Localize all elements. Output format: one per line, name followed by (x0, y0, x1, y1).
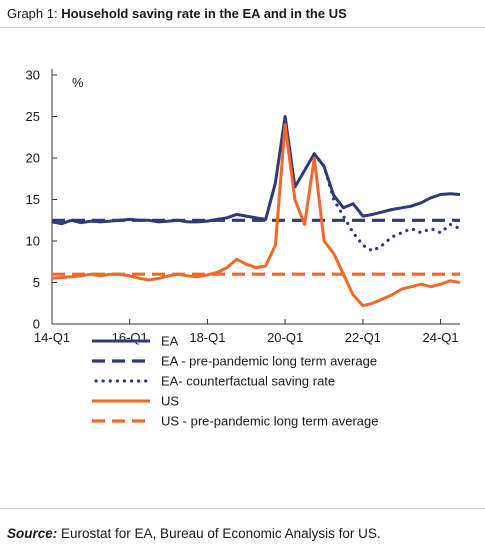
legend-label: US (161, 394, 179, 409)
source-label: Source: (7, 526, 58, 541)
chart-title-main: Household saving rate in the EA and in t… (61, 6, 347, 21)
x-tick-label: 18-Q1 (189, 330, 225, 345)
y-tick-label: 25 (26, 109, 40, 124)
source-text: Eurostat for EA, Bureau of Economic Anal… (57, 526, 381, 541)
x-tick-label: 14-Q1 (34, 330, 70, 345)
legend: EA EA - pre-pandemic long term average EA-… (92, 334, 379, 429)
series-line-ea-counterfactual-saving-rate (312, 152, 462, 253)
x-tick-label: 22-Q1 (345, 330, 381, 345)
x-tick-label: 16-Q1 (112, 330, 148, 345)
y-tick-label: 0 (33, 317, 40, 332)
chart-title-prefix: Graph 1: (7, 6, 62, 21)
y-axis-unit-label: % (72, 75, 84, 90)
y-tick-label: 10 (26, 234, 40, 249)
axes (51, 69, 460, 325)
x-tick-label: 24-Q1 (423, 330, 459, 345)
y-axis-ticks: 0 5 10 15 20 25 30 (26, 68, 57, 332)
source-note: Source: Eurostat for EA, Bureau of Econo… (7, 526, 381, 541)
y-tick-label: 20 (26, 151, 40, 166)
source-divider (0, 508, 485, 509)
y-tick-label: 5 (33, 275, 40, 290)
legend-label: EA (161, 334, 179, 349)
series-layer (51, 115, 462, 308)
chart-title: Graph 1: Household saving rate in the EA… (7, 6, 347, 21)
series-line-ea (51, 115, 461, 226)
chart-panel: 0 5 10 15 20 25 30 14-Q1 16-Q1 18-Q1 20-Q1 22-Q1 24… (0, 40, 485, 478)
y-tick-label: 30 (26, 68, 40, 83)
legend-label: US - pre-pandemic long term average (161, 414, 379, 429)
series-line-us (51, 123, 461, 308)
legend-label: EA- counterfactual saving rate (161, 374, 335, 389)
y-tick-label: 15 (26, 192, 40, 207)
saving-rate-chart: 0 5 10 15 20 25 30 14-Q1 16-Q1 18-Q1 20-Q1 22-Q1 24… (26, 68, 462, 429)
title-divider (0, 27, 485, 28)
legend-label: EA - pre-pandemic long term average (161, 354, 377, 369)
x-tick-label: 20-Q1 (267, 330, 303, 345)
